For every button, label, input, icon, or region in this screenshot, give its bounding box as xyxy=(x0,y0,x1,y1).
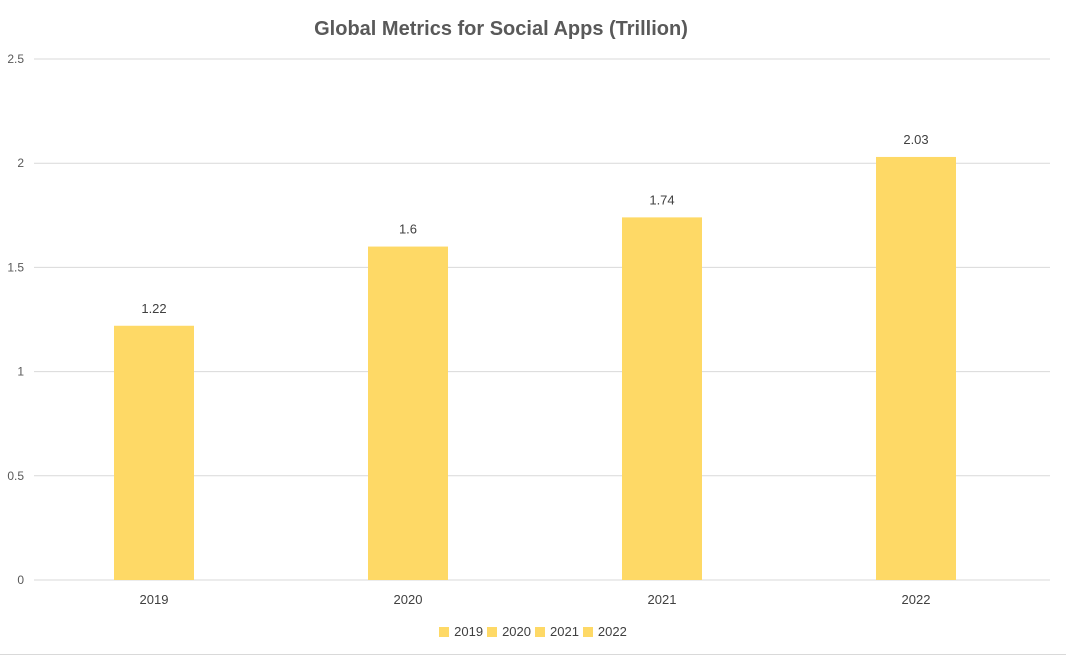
y-tick-label: 1 xyxy=(17,365,24,379)
legend-label: 2019 xyxy=(454,624,484,639)
y-tick-label: 1.5 xyxy=(7,260,24,274)
data-label-2020: 1.6 xyxy=(399,222,417,237)
bar-2021 xyxy=(622,217,702,580)
bar-2020 xyxy=(368,246,448,580)
y-tick-label: 0.5 xyxy=(7,469,24,483)
x-tick-label-2020: 2020 xyxy=(394,592,423,607)
legend-item-2022: 2022 xyxy=(582,624,627,639)
legend-swatch xyxy=(582,626,593,637)
legend-swatch xyxy=(487,626,498,637)
legend-item-2019: 2019 xyxy=(439,624,483,639)
legend-label: 2020 xyxy=(502,624,531,639)
x-tick-label-2022: 2022 xyxy=(902,592,931,607)
chart-title: Global Metrics for Social Apps (Trillion… xyxy=(314,18,688,40)
legend-swatch xyxy=(439,626,450,637)
data-label-2022: 2.03 xyxy=(903,132,928,147)
bar-2022 xyxy=(876,156,956,580)
bottom-divider xyxy=(0,654,1066,655)
y-tick-label: 2.5 xyxy=(7,52,24,66)
x-tick-label-2021: 2021 xyxy=(648,592,677,607)
x-tick-label-2019: 2019 xyxy=(140,592,169,607)
y-tick-label: 2 xyxy=(17,156,24,170)
legend-item-2021: 2021 xyxy=(535,624,579,639)
bar-2019 xyxy=(114,325,194,580)
chart-plot: 0 0.5 1 1.5 2 2.5 1.22 1.6 1.74 2.03 2019 2020 202… xyxy=(7,52,1050,607)
data-label-2021: 1.74 xyxy=(649,192,674,207)
data-label-2019: 1.22 xyxy=(141,301,166,316)
legend-item-2020: 2020 xyxy=(487,624,531,639)
legend-label: 2022 xyxy=(597,624,627,639)
legend-swatch xyxy=(535,626,545,637)
legend: 2019 2020 2021 2022 xyxy=(0,624,1066,640)
y-tick-label: 0 xyxy=(17,573,24,587)
legend-label: 2021 xyxy=(550,624,579,639)
